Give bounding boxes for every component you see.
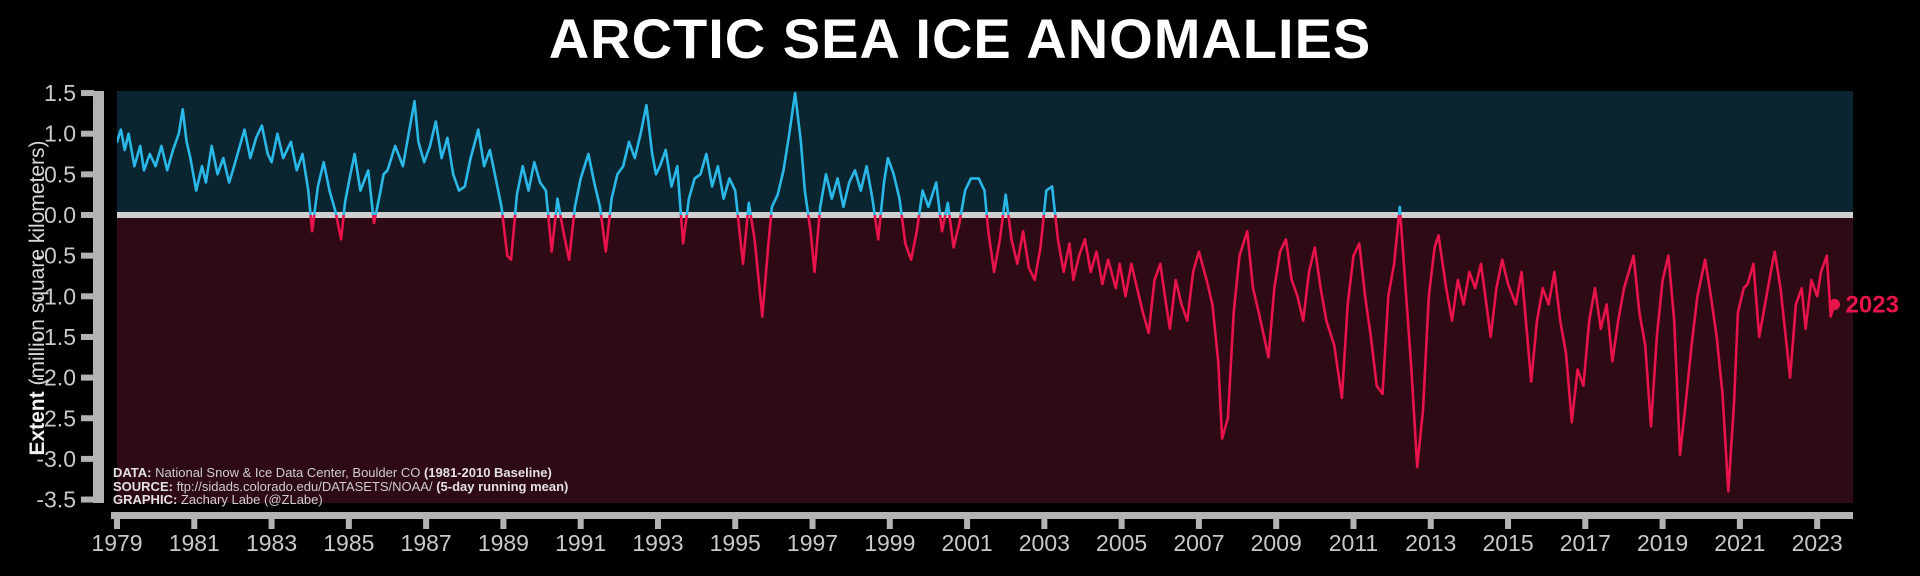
- y-axis-tick: [81, 496, 94, 503]
- x-axis-tick: [964, 519, 971, 529]
- y-axis-tick: [81, 333, 94, 340]
- y-axis-tick: [81, 90, 94, 97]
- x-tick-label: 1997: [787, 530, 838, 556]
- series-end-dot: [1829, 298, 1841, 310]
- x-axis-tick: [1041, 519, 1048, 529]
- y-axis-tick: [81, 415, 94, 422]
- x-axis-tick: [1273, 519, 1280, 529]
- y-tick-label: -3.0: [36, 446, 76, 472]
- x-tick-label: 1989: [478, 530, 529, 556]
- x-tick-label: 1987: [401, 530, 452, 556]
- x-tick-label: 1979: [91, 530, 142, 556]
- y-tick-label: -1.5: [36, 324, 76, 350]
- series-end-year-label: 2023: [1846, 291, 1899, 318]
- x-axis-tick: [114, 519, 120, 529]
- credits-source-line: SOURCE: ftp://sidads.colorado.edu/DATASE…: [113, 478, 569, 494]
- x-tick-label: 1999: [864, 530, 915, 556]
- x-tick-label: 2017: [1560, 530, 1611, 556]
- y-axis-tick: [81, 455, 94, 462]
- x-tick-label: 1985: [323, 530, 374, 556]
- x-tick-label: 2001: [941, 530, 992, 556]
- x-axis-tick: [268, 519, 275, 529]
- y-axis-tick: [81, 212, 94, 218]
- credits-data-baseline: (1981-2010 Baseline): [423, 465, 552, 480]
- y-axis-title-bold: Extent: [26, 391, 49, 456]
- credits-block: DATA: National Snow & Ice Data Center, B…: [113, 466, 568, 507]
- x-axis-tick: [1736, 519, 1743, 529]
- x-tick-label: 2005: [1096, 530, 1147, 556]
- x-axis-tick: [1350, 519, 1357, 529]
- y-tick-label: 1.5: [44, 80, 76, 106]
- x-axis-tick: [654, 519, 661, 529]
- credits-graphic-author: Zachary Labe (@ZLabe): [177, 492, 323, 508]
- credits-data-label: DATA:: [113, 465, 152, 480]
- y-tick-label: 0.0: [44, 202, 76, 228]
- page-title: ARCTIC SEA ICE ANOMALIES: [548, 7, 1372, 70]
- credits-source-note: (5-day running mean): [436, 478, 569, 494]
- x-axis-tick: [1118, 519, 1125, 529]
- x-axis-tick: [1659, 519, 1666, 529]
- x-axis-tick: [423, 519, 430, 529]
- y-tick-label: -2.0: [36, 365, 76, 391]
- x-tick-label: 2011: [1329, 530, 1378, 556]
- credits-data-line: DATA: National Snow & Ice Data Center, B…: [113, 466, 568, 480]
- credits-data-text: National Snow & Ice Data Center, Boulder…: [151, 465, 424, 480]
- x-tick-label: 2023: [1792, 530, 1843, 556]
- x-axis-tick: [732, 519, 739, 529]
- x-tick-label: 1981: [169, 530, 220, 556]
- x-tick-label: 2009: [1251, 530, 1302, 556]
- x-axis-tick: [191, 519, 198, 529]
- y-tick-label: -2.5: [36, 405, 76, 431]
- x-tick-label: 1995: [710, 530, 761, 556]
- credits-graphic-line: GRAPHIC: Zachary Labe (@ZLabe): [113, 493, 568, 507]
- y-axis-tick: [81, 130, 94, 137]
- negative-anomaly-layer: [309, 215, 1836, 493]
- y-tick-label: 0.5: [44, 161, 76, 187]
- x-axis-tick: [1505, 519, 1512, 529]
- zero-baseline: [117, 212, 1853, 218]
- x-tick-label: 2003: [1019, 530, 1070, 556]
- positive-anomaly-layer: [117, 91, 1402, 215]
- y-tick-label: 1.0: [44, 121, 76, 147]
- y-axis-title-units: (million square kilometers): [26, 140, 49, 392]
- credits-source-label: SOURCE:: [113, 478, 173, 494]
- y-axis-tick: [81, 293, 94, 300]
- credits-source-url: ftp://sidads.colorado.edu/DATASETS/NOAA/: [172, 478, 437, 494]
- x-axis-tick: [1195, 519, 1202, 529]
- x-axis-tick: [886, 519, 893, 529]
- x-axis-tick: [577, 519, 584, 529]
- x-axis-tick: [809, 519, 816, 529]
- x-tick-label: 2013: [1405, 530, 1456, 556]
- x-tick-label: 2007: [1173, 530, 1224, 556]
- anomaly-line-negative: [309, 215, 1836, 493]
- negative-region-background: [117, 215, 1853, 503]
- y-axis-tick: [81, 171, 94, 178]
- x-tick-label: 1993: [632, 530, 683, 556]
- y-axis-spine: [93, 91, 104, 503]
- x-tick-label: 2019: [1637, 530, 1688, 556]
- x-axis-tick: [1814, 519, 1821, 529]
- x-axis-tick: [500, 519, 507, 529]
- anomaly-line-positive: [117, 91, 1402, 215]
- x-tick-label: 2021: [1714, 530, 1765, 556]
- x-axis-tick: [1427, 519, 1434, 529]
- y-axis-title: Extent (million square kilometers): [26, 98, 50, 498]
- x-axis-spine: [111, 512, 1853, 519]
- x-axis-tick: [345, 519, 352, 529]
- x-axis-tick: [1582, 519, 1589, 529]
- credits-graphic-label: GRAPHIC:: [113, 492, 178, 508]
- x-tick-label: 2015: [1482, 530, 1533, 556]
- y-tick-label: -0.5: [36, 243, 76, 269]
- y-axis-tick: [81, 374, 94, 381]
- y-tick-label: -1.0: [36, 283, 76, 309]
- y-tick-label: -3.5: [36, 487, 76, 513]
- x-tick-label: 1983: [246, 530, 297, 556]
- x-tick-label: 1991: [555, 530, 606, 556]
- y-axis-tick: [81, 252, 94, 259]
